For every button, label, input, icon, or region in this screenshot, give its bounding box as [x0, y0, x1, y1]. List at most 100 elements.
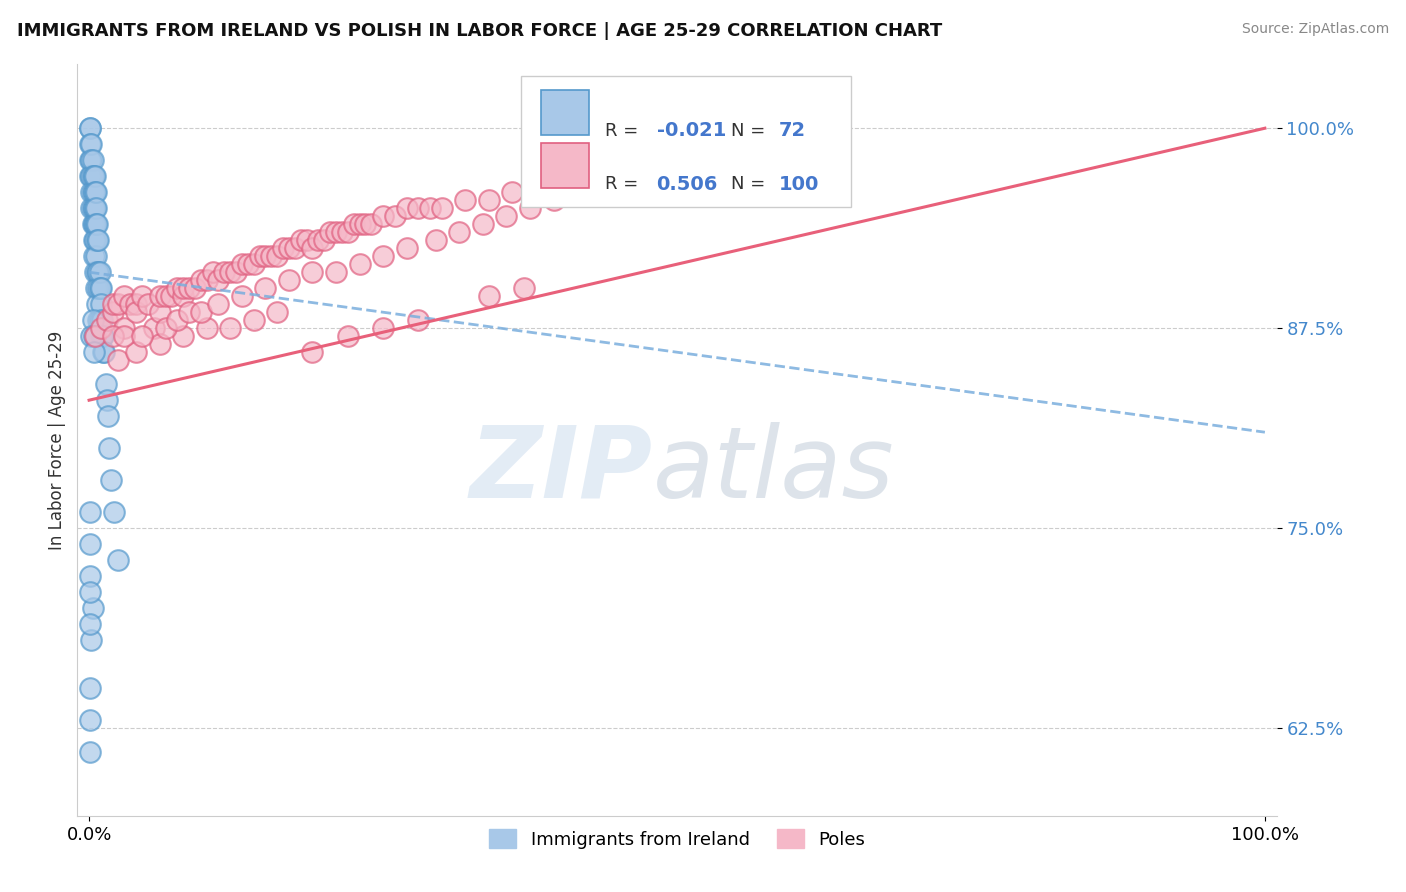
Point: [101, 297, 124, 311]
Point: [84, 185, 107, 199]
Point: [231, 257, 253, 271]
Point: [79, 681, 101, 696]
Point: [314, 233, 336, 247]
Point: [103, 505, 125, 519]
Point: [371, 321, 394, 335]
Point: [207, 297, 229, 311]
Point: [395, 201, 418, 215]
Point: [236, 257, 259, 271]
Point: [177, 305, 200, 319]
Point: [336, 329, 359, 343]
Point: [79, 569, 101, 583]
Point: [83, 345, 105, 359]
Point: [371, 209, 394, 223]
Point: [201, 265, 224, 279]
Point: [84, 329, 107, 343]
Point: [519, 201, 541, 215]
Point: [80, 137, 103, 152]
Text: ZIP: ZIP: [470, 422, 652, 519]
Point: [89, 265, 111, 279]
Text: 100: 100: [779, 175, 820, 194]
Point: [430, 201, 453, 215]
Point: [242, 257, 264, 271]
Point: [142, 321, 165, 335]
Point: [84, 233, 107, 247]
Point: [80, 169, 103, 184]
Point: [91, 313, 114, 327]
Point: [82, 217, 104, 231]
Point: [79, 745, 101, 759]
Point: [87, 281, 110, 295]
Text: -0.021: -0.021: [657, 121, 725, 140]
Point: [495, 209, 517, 223]
Point: [84, 217, 107, 231]
Point: [225, 265, 247, 279]
Text: 72: 72: [779, 121, 806, 140]
Point: [101, 329, 124, 343]
Point: [408, 201, 430, 215]
Point: [149, 289, 172, 303]
Point: [231, 289, 253, 303]
Point: [120, 297, 142, 311]
Point: [91, 329, 114, 343]
Point: [86, 297, 108, 311]
Text: IMMIGRANTS FROM IRELAND VS POLISH IN LABOR FORCE | AGE 25-29 CORRELATION CHART: IMMIGRANTS FROM IRELAND VS POLISH IN LAB…: [17, 22, 942, 40]
Point: [84, 201, 107, 215]
Point: [86, 217, 108, 231]
Point: [84, 201, 107, 215]
Point: [98, 441, 121, 455]
Point: [79, 505, 101, 519]
Point: [177, 281, 200, 295]
Point: [87, 313, 110, 327]
Point: [172, 289, 194, 303]
Point: [94, 377, 117, 392]
Point: [184, 281, 207, 295]
Point: [79, 585, 101, 599]
Point: [478, 289, 501, 303]
Point: [79, 137, 101, 152]
Point: [91, 329, 114, 343]
Point: [83, 201, 105, 215]
Point: [254, 249, 277, 263]
Point: [242, 313, 264, 327]
Point: [195, 321, 218, 335]
Point: [295, 233, 318, 247]
Point: [425, 233, 447, 247]
Point: [207, 273, 229, 287]
Point: [219, 265, 242, 279]
Point: [80, 185, 103, 199]
Point: [478, 193, 501, 207]
Point: [82, 153, 104, 168]
Point: [125, 305, 148, 319]
Point: [149, 305, 172, 319]
Point: [343, 217, 366, 231]
Point: [301, 265, 323, 279]
Point: [80, 201, 103, 215]
Point: [96, 393, 118, 408]
Point: [80, 633, 103, 648]
Point: [84, 249, 107, 263]
Point: [371, 249, 394, 263]
Point: [83, 169, 105, 184]
Point: [524, 185, 547, 199]
Point: [90, 297, 112, 311]
Point: [82, 601, 104, 615]
Point: [131, 329, 153, 343]
Point: [86, 265, 108, 279]
Point: [84, 281, 107, 295]
Point: [107, 297, 129, 311]
Point: [82, 169, 104, 184]
Text: R =: R =: [605, 121, 644, 140]
Legend: Immigrants from Ireland, Poles: Immigrants from Ireland, Poles: [482, 822, 872, 856]
Point: [84, 265, 107, 279]
Point: [301, 241, 323, 255]
Point: [172, 329, 194, 343]
Point: [83, 185, 105, 199]
Point: [125, 297, 148, 311]
Point: [93, 345, 115, 359]
Text: atlas: atlas: [652, 422, 894, 519]
Point: [83, 329, 105, 343]
Point: [360, 217, 382, 231]
Point: [266, 249, 288, 263]
Point: [79, 617, 101, 632]
